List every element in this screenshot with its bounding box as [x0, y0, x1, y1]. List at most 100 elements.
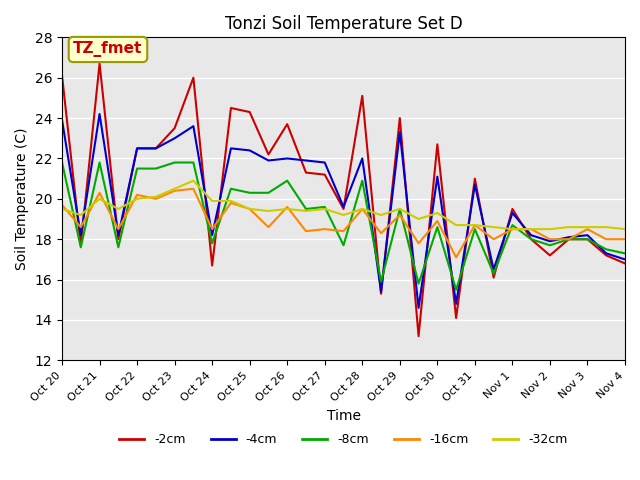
-2cm	[208, 263, 216, 268]
-16cm	[471, 222, 479, 228]
-8cm	[584, 236, 591, 242]
-32cm	[602, 224, 610, 230]
-32cm	[189, 178, 197, 183]
-2cm	[602, 252, 610, 258]
-4cm	[584, 232, 591, 238]
-32cm	[396, 206, 404, 212]
-32cm	[527, 226, 535, 232]
-4cm	[115, 232, 122, 238]
-16cm	[208, 226, 216, 232]
-8cm	[264, 190, 272, 196]
-8cm	[77, 244, 84, 250]
-4cm	[509, 210, 516, 216]
-16cm	[527, 226, 535, 232]
-2cm	[396, 115, 404, 121]
-16cm	[264, 224, 272, 230]
-4cm	[546, 239, 554, 244]
-4cm	[246, 147, 253, 153]
-8cm	[133, 166, 141, 171]
-16cm	[490, 236, 497, 242]
-4cm	[264, 157, 272, 163]
-16cm	[377, 230, 385, 236]
-8cm	[602, 246, 610, 252]
-8cm	[546, 242, 554, 248]
-32cm	[58, 206, 66, 212]
Y-axis label: Soil Temperature (C): Soil Temperature (C)	[15, 128, 29, 270]
-2cm	[490, 275, 497, 280]
-8cm	[396, 206, 404, 212]
-16cm	[133, 192, 141, 198]
-2cm	[152, 145, 160, 151]
-32cm	[340, 212, 348, 218]
Line: -16cm: -16cm	[62, 189, 625, 257]
-2cm	[96, 60, 104, 66]
X-axis label: Time: Time	[326, 409, 360, 423]
-16cm	[284, 204, 291, 210]
-16cm	[584, 226, 591, 232]
-2cm	[415, 333, 422, 339]
-2cm	[58, 73, 66, 79]
-16cm	[189, 186, 197, 192]
-8cm	[302, 206, 310, 212]
-4cm	[96, 111, 104, 117]
-8cm	[452, 287, 460, 293]
-4cm	[527, 232, 535, 238]
-8cm	[208, 240, 216, 246]
-8cm	[115, 244, 122, 250]
-8cm	[189, 160, 197, 166]
-8cm	[527, 236, 535, 242]
-2cm	[452, 315, 460, 321]
-4cm	[133, 145, 141, 151]
-2cm	[546, 252, 554, 258]
-8cm	[471, 226, 479, 232]
-32cm	[208, 198, 216, 204]
Legend: -2cm, -4cm, -8cm, -16cm, -32cm: -2cm, -4cm, -8cm, -16cm, -32cm	[115, 428, 573, 451]
-2cm	[284, 121, 291, 127]
-8cm	[415, 281, 422, 287]
-16cm	[340, 228, 348, 234]
-32cm	[377, 212, 385, 218]
-2cm	[264, 152, 272, 157]
-8cm	[227, 186, 235, 192]
-16cm	[96, 190, 104, 196]
-32cm	[509, 226, 516, 232]
-32cm	[452, 222, 460, 228]
-4cm	[396, 129, 404, 135]
-2cm	[527, 236, 535, 242]
-2cm	[433, 142, 441, 147]
-16cm	[546, 236, 554, 242]
-8cm	[509, 222, 516, 228]
-2cm	[227, 105, 235, 111]
-2cm	[584, 236, 591, 242]
-32cm	[77, 212, 84, 218]
Line: -2cm: -2cm	[62, 63, 625, 336]
-16cm	[509, 226, 516, 232]
-8cm	[565, 236, 573, 242]
-16cm	[152, 196, 160, 202]
-32cm	[490, 224, 497, 230]
-16cm	[415, 240, 422, 246]
-2cm	[340, 206, 348, 212]
-4cm	[284, 156, 291, 161]
-4cm	[58, 117, 66, 123]
-16cm	[321, 226, 328, 232]
-8cm	[433, 224, 441, 230]
-32cm	[133, 196, 141, 202]
-8cm	[58, 160, 66, 166]
-32cm	[565, 224, 573, 230]
-16cm	[171, 188, 179, 193]
-8cm	[284, 178, 291, 183]
-4cm	[171, 135, 179, 141]
-8cm	[152, 166, 160, 171]
-4cm	[602, 251, 610, 256]
-32cm	[302, 208, 310, 214]
-2cm	[565, 236, 573, 242]
-16cm	[433, 218, 441, 224]
-16cm	[358, 206, 366, 212]
-4cm	[433, 174, 441, 180]
-4cm	[565, 234, 573, 240]
-2cm	[509, 206, 516, 212]
-16cm	[115, 226, 122, 232]
-32cm	[264, 208, 272, 214]
-4cm	[152, 145, 160, 151]
